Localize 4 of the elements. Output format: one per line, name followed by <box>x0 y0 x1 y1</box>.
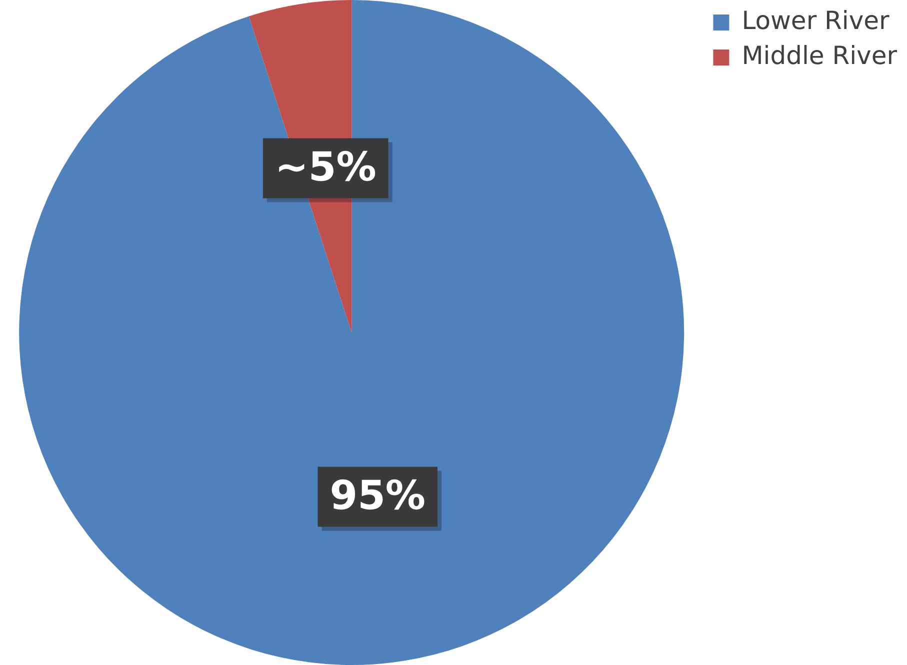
data-label: 95% <box>330 473 426 520</box>
data-label: ~5% <box>274 144 376 191</box>
legend-label: Lower River <box>742 6 890 35</box>
legend-label: Middle River <box>742 41 898 70</box>
